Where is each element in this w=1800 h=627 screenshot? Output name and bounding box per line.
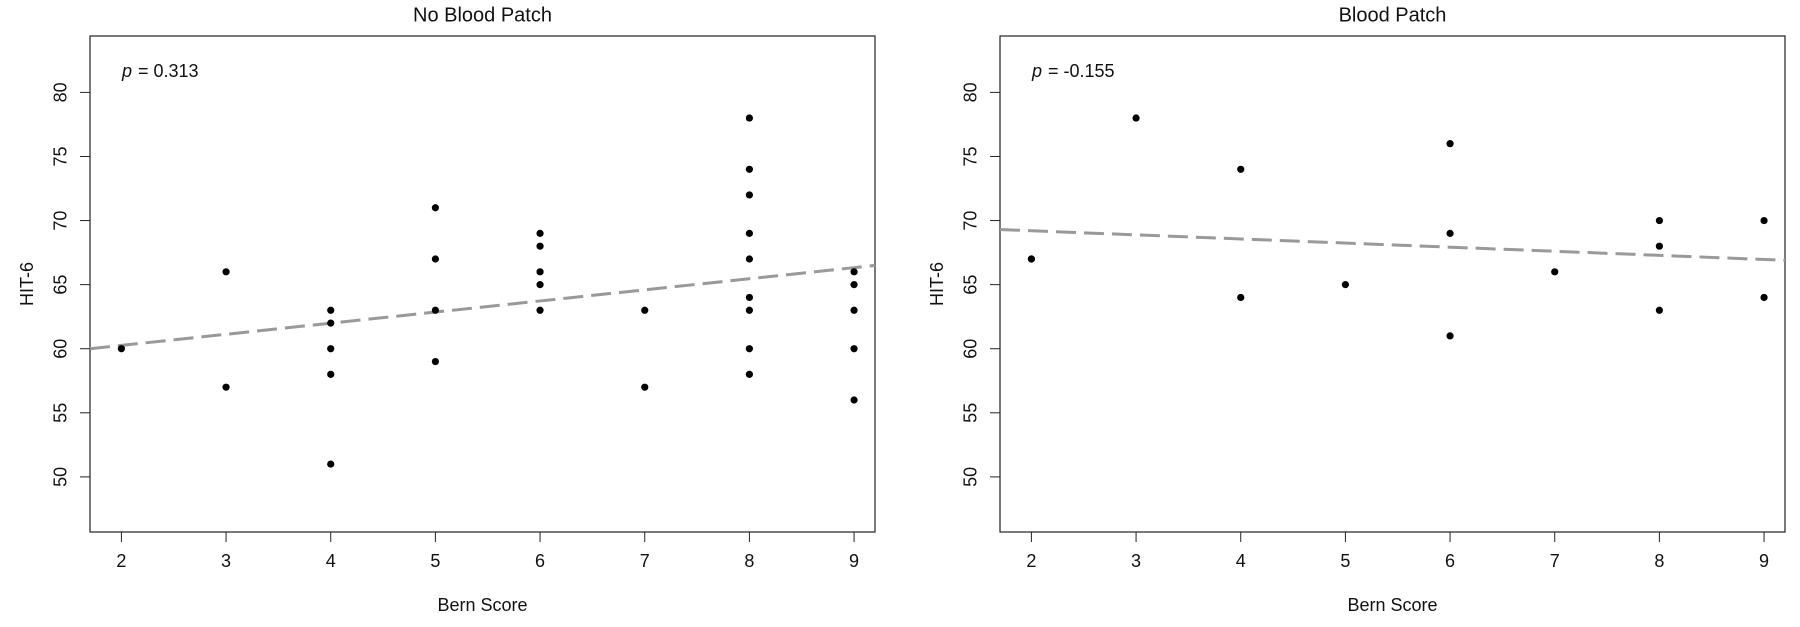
data-point	[850, 268, 858, 276]
data-point	[536, 229, 544, 237]
y-tick-label: 65	[961, 275, 981, 295]
data-point	[745, 114, 754, 122]
x-tick-label: 2	[1026, 551, 1036, 571]
data-point	[745, 345, 754, 353]
data-point	[1760, 293, 1768, 302]
data-point	[1551, 268, 1559, 276]
data-point	[431, 255, 439, 263]
y-tick-label: 80	[961, 82, 981, 102]
data-point	[745, 370, 754, 378]
y-tick-label: 60	[51, 339, 71, 359]
data-point	[850, 396, 858, 404]
data-point	[745, 255, 754, 263]
annotation-text: = 0.313	[138, 61, 199, 81]
x-axis-label: Bern Score	[437, 595, 527, 615]
data-point	[327, 460, 335, 468]
data-point	[327, 345, 335, 353]
data-point	[536, 268, 544, 276]
y-tick-label: 80	[51, 82, 71, 102]
data-point	[1446, 332, 1454, 340]
trend-line	[89, 263, 876, 351]
y-tick-label: 55	[961, 403, 981, 423]
y-tick-label: 50	[961, 467, 981, 487]
x-tick-label: 9	[849, 551, 859, 571]
x-tick-label: 8	[744, 551, 754, 571]
y-tick-label: 75	[51, 146, 71, 166]
data-point	[850, 345, 858, 353]
x-tick-label: 3	[221, 551, 231, 571]
annotation-symbol: p	[1031, 61, 1042, 81]
x-tick-label: 7	[640, 551, 650, 571]
x-tick-label: 2	[116, 551, 126, 571]
data-point	[1132, 114, 1140, 122]
x-tick-label: 5	[430, 551, 440, 571]
data-point	[327, 306, 335, 314]
y-tick-label: 65	[51, 275, 71, 295]
x-axis-label: Bern Score	[1347, 595, 1437, 615]
y-tick-label: 70	[51, 211, 71, 231]
data-point	[117, 345, 125, 353]
data-point	[431, 204, 439, 212]
data-point	[641, 306, 649, 314]
plot-frame	[89, 35, 876, 533]
data-point	[850, 281, 858, 289]
annotation-text: = -0.155	[1048, 61, 1115, 81]
x-tick-label: 4	[326, 551, 336, 571]
data-point	[536, 306, 544, 314]
data-point	[327, 319, 335, 327]
data-point	[745, 165, 754, 173]
x-tick-label: 6	[1445, 551, 1455, 571]
data-point	[641, 383, 649, 391]
data-point	[222, 268, 230, 276]
data-point	[1237, 293, 1245, 302]
data-point	[1027, 255, 1035, 263]
y-tick-label: 55	[51, 403, 71, 423]
x-tick-label: 7	[1550, 551, 1560, 571]
data-point	[850, 306, 858, 314]
data-point	[431, 357, 439, 366]
data-point	[1341, 281, 1349, 289]
data-point	[431, 306, 439, 314]
plot-frame	[999, 35, 1786, 533]
y-axis-label: HIT-6	[927, 262, 947, 306]
data-point	[745, 293, 754, 302]
data-point	[1655, 216, 1663, 225]
data-point	[1446, 229, 1454, 237]
data-point	[1760, 216, 1768, 225]
chart-title: No Blood Patch	[413, 4, 552, 26]
y-axis-label: HIT-6	[17, 262, 37, 306]
data-point	[1655, 242, 1663, 250]
annotation: p = 0.313	[121, 61, 199, 81]
data-point	[327, 370, 335, 378]
trend-line	[999, 228, 1786, 262]
data-point	[1446, 140, 1454, 148]
x-tick-label: 8	[1654, 551, 1664, 571]
y-tick-label: 50	[51, 467, 71, 487]
y-tick-label: 75	[961, 146, 981, 166]
x-tick-label: 6	[535, 551, 545, 571]
y-tick-label: 60	[961, 339, 981, 359]
data-point	[222, 383, 230, 391]
x-tick-label: 3	[1131, 551, 1141, 571]
annotation-symbol: p	[121, 61, 132, 81]
annotation: p = -0.155	[1031, 61, 1115, 81]
data-point	[536, 242, 544, 250]
data-point	[1655, 306, 1663, 314]
data-point	[745, 229, 754, 237]
data-point	[745, 306, 754, 314]
data-point	[1237, 165, 1245, 173]
x-tick-label: 4	[1236, 551, 1246, 571]
chart-title: Blood Patch	[1339, 4, 1447, 26]
data-point	[745, 191, 754, 199]
x-tick-label: 9	[1759, 551, 1769, 571]
x-tick-label: 5	[1340, 551, 1350, 571]
data-point	[536, 281, 544, 289]
y-tick-label: 70	[961, 211, 981, 231]
